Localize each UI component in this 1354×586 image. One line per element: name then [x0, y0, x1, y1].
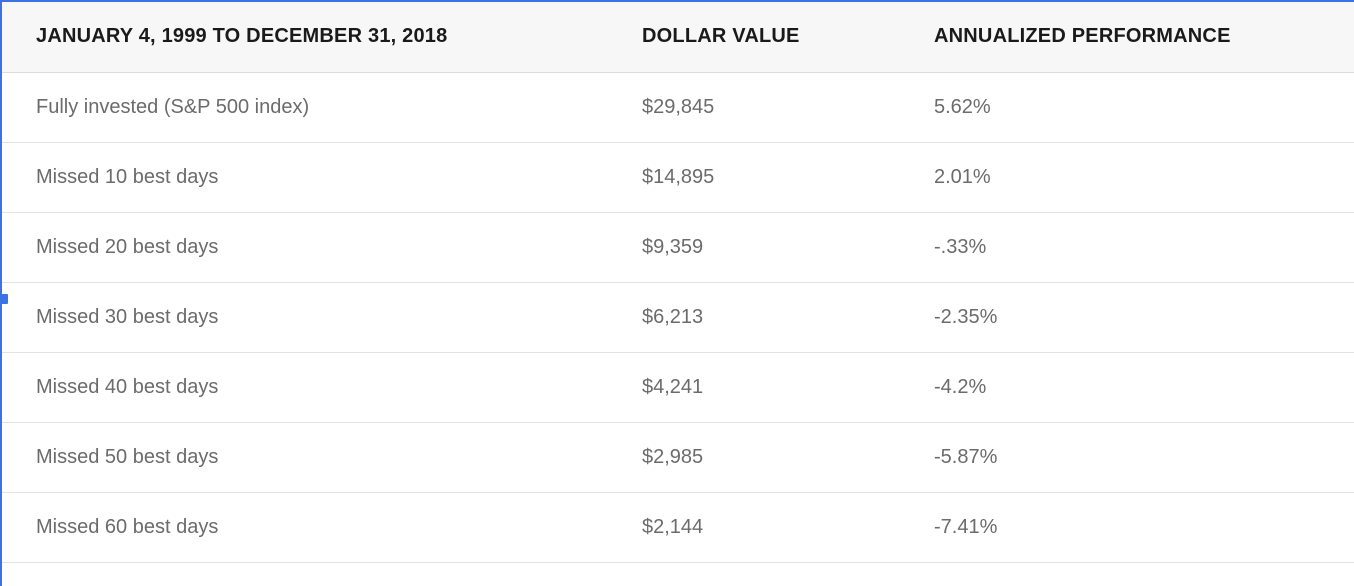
row-annualized-performance: -5.87% [904, 422, 1354, 493]
selection-guide-left [0, 0, 2, 586]
row-dollar-value: $14,895 [608, 142, 904, 213]
row-annualized-performance: 2.01% [904, 142, 1354, 213]
table-row: Missed 10 best days $14,895 2.01% [2, 142, 1354, 213]
header-annualized-performance: ANNUALIZED PERFORMANCE [904, 2, 1354, 73]
row-annualized-performance: 5.62% [904, 72, 1354, 143]
selection-guide-top [0, 0, 1354, 2]
header-date-range: JANUARY 4, 1999 TO DECEMBER 31, 2018 [2, 2, 608, 73]
row-annualized-performance: -4.2% [904, 352, 1354, 423]
row-annualized-performance: -.33% [904, 212, 1354, 283]
row-dollar-value: $29,845 [608, 72, 904, 143]
table-row: Missed 30 best days $6,213 -2.35% [2, 282, 1354, 353]
row-dollar-value: $9,359 [608, 212, 904, 283]
row-scenario: Missed 40 best days [2, 352, 608, 423]
row-dollar-value: $2,144 [608, 492, 904, 563]
row-scenario: Missed 10 best days [2, 142, 608, 213]
table-row: Missed 20 best days $9,359 -.33% [2, 212, 1354, 283]
row-dollar-value: $4,241 [608, 352, 904, 423]
header-dollar-value: DOLLAR VALUE [608, 2, 904, 73]
table-row: Fully invested (S&P 500 index) $29,845 5… [2, 72, 1354, 143]
table-row: Missed 50 best days $2,985 -5.87% [2, 422, 1354, 493]
row-annualized-performance: -7.41% [904, 492, 1354, 563]
row-scenario: Missed 60 best days [2, 492, 608, 563]
row-dollar-value: $2,985 [608, 422, 904, 493]
table-row: Missed 40 best days $4,241 -4.2% [2, 352, 1354, 423]
row-scenario: Missed 20 best days [2, 212, 608, 283]
row-scenario: Fully invested (S&P 500 index) [2, 72, 608, 143]
row-dollar-value: $6,213 [608, 282, 904, 353]
row-annualized-performance: -2.35% [904, 282, 1354, 353]
row-scenario: Missed 50 best days [2, 422, 608, 493]
table-row: Missed 60 best days $2,144 -7.41% [2, 492, 1354, 563]
table-header-row: JANUARY 4, 1999 TO DECEMBER 31, 2018 DOL… [2, 2, 1354, 73]
performance-table: JANUARY 4, 1999 TO DECEMBER 31, 2018 DOL… [2, 2, 1354, 563]
row-scenario: Missed 30 best days [2, 282, 608, 353]
